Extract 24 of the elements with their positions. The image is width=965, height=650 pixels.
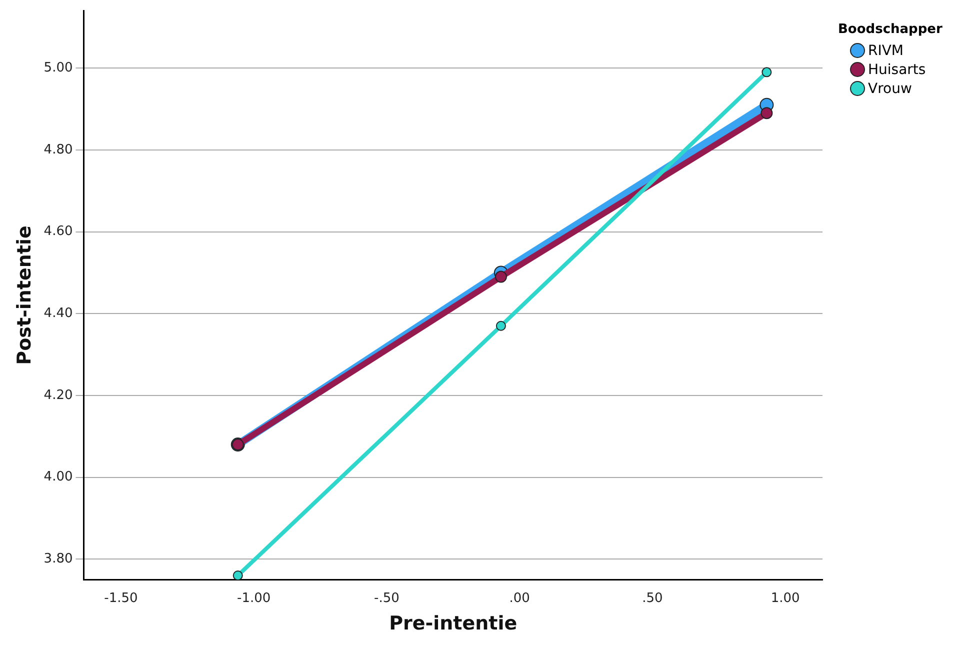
legend-label: Huisarts <box>868 62 926 78</box>
y-tick-label: 4.00 <box>44 470 73 485</box>
point <box>762 67 772 78</box>
x-tick-label: .00 <box>509 590 530 606</box>
x-tick-label: .50 <box>642 590 663 606</box>
point <box>232 570 243 580</box>
x-axis-title: Pre-intentie <box>389 612 518 635</box>
x-tick-label: -.50 <box>374 590 400 606</box>
point <box>760 107 773 120</box>
legend-label: RIVM <box>868 42 904 58</box>
y-tick-label: 4.60 <box>44 224 73 240</box>
y-axis-title: Post-intentie <box>13 226 36 365</box>
y-tick-label: 4.40 <box>44 306 73 321</box>
x-tick-label: -1.00 <box>237 590 271 606</box>
point <box>494 270 507 283</box>
x-tick-label: -1.50 <box>104 590 138 606</box>
y-tick-label: 5.00 <box>44 60 73 76</box>
y-tick-label: 4.80 <box>44 142 73 158</box>
point <box>496 320 506 331</box>
y-tick-label: 3.80 <box>44 552 73 567</box>
y-tick-label: 4.20 <box>44 388 73 403</box>
legend-title: Boodschapper <box>838 22 942 37</box>
x-tick-label: 1.00 <box>770 590 800 606</box>
legend-label: Vrouw <box>868 80 912 96</box>
